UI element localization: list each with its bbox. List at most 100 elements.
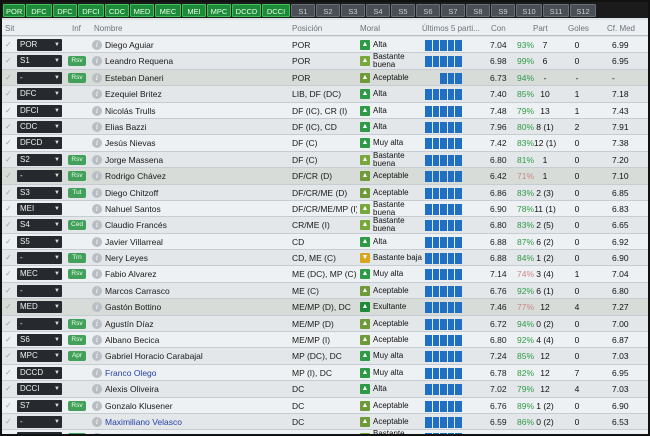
info-icon[interactable]: i xyxy=(92,121,102,132)
player-row[interactable]: ✓ POR ▼ i Diego Aguiar POR ▲ Alta 7.04 93% 7 0 6.99 xyxy=(2,37,648,54)
player-name[interactable]: Maximiliano Velasco xyxy=(105,416,183,427)
info-icon[interactable]: i xyxy=(92,302,102,313)
tab-s5[interactable]: S5 xyxy=(391,3,415,17)
select-checkbox-icon[interactable]: ✓ xyxy=(5,430,15,434)
info-icon[interactable]: i xyxy=(92,253,102,264)
player-row[interactable]: ✓ DCCD ▼ i Franco Olego MP (I), DC ▲ Muy alta 6.… xyxy=(2,364,648,382)
info-icon[interactable]: i xyxy=(92,138,102,149)
player-row[interactable]: ✓ - ▼ Rsv i Rodrigo Chávez DF/CR (D) ▲ Aceptable… xyxy=(2,168,648,185)
select-checkbox-icon[interactable]: ✓ xyxy=(5,236,12,246)
player-name[interactable]: Nicolás Trulls xyxy=(105,105,156,116)
player-row[interactable]: ✓ MPC ▼ Apr i Gabriel Horacio Carabajal MP (DC… xyxy=(2,348,648,365)
info-icon[interactable]: i xyxy=(92,56,102,67)
header-cfmed[interactable]: Cf. Med xyxy=(607,24,636,33)
tab-s1[interactable]: S1 xyxy=(291,3,315,17)
select-checkbox-icon[interactable]: ✓ xyxy=(5,89,12,99)
player-name[interactable]: Alexis Oliveira xyxy=(105,384,159,395)
player-name[interactable]: Elias Bazzi xyxy=(105,121,147,132)
info-icon[interactable]: i xyxy=(92,236,102,247)
select-checkbox-icon[interactable]: ✓ xyxy=(5,367,12,377)
info-icon[interactable]: i xyxy=(92,384,102,395)
tab-s8[interactable]: S8 xyxy=(466,3,490,17)
role-select[interactable]: -▼ xyxy=(17,432,62,434)
select-checkbox-icon[interactable]: ✓ xyxy=(5,56,12,66)
info-icon[interactable]: i xyxy=(92,105,102,116)
tab-cdc[interactable]: CDC xyxy=(105,3,129,17)
info-icon[interactable]: i xyxy=(92,416,102,427)
select-checkbox-icon[interactable]: ✓ xyxy=(5,384,12,394)
tab-med[interactable]: MED xyxy=(130,3,154,17)
tab-por[interactable]: POR xyxy=(3,3,25,17)
role-select[interactable]: -▼ xyxy=(17,415,62,428)
player-row[interactable]: ✓ - ▼ Rsv i Agustín Díaz ME/MP (D) ▲ Aceptable 6.… xyxy=(2,315,648,333)
select-checkbox-icon[interactable]: ✓ xyxy=(5,351,12,361)
player-name[interactable]: Ivo Hong xyxy=(105,430,285,434)
player-row[interactable]: ✓ S4 ▼ Ced i Claudio Francés CR/ME (I) ▲ Bastant… xyxy=(2,217,648,234)
select-checkbox-icon[interactable]: ✓ xyxy=(5,335,12,345)
select-checkbox-icon[interactable]: ✓ xyxy=(5,203,12,213)
tab-dcci[interactable]: DCCI xyxy=(262,3,290,17)
player-row[interactable]: ✓ S2 ▼ Rsv i Jorge Massena DF (C) ▲ Bastante bue… xyxy=(2,151,648,169)
player-name[interactable]: Fabio Alvarez xyxy=(105,269,157,280)
info-icon[interactable]: i xyxy=(92,400,102,411)
select-checkbox-icon[interactable]: ✓ xyxy=(5,105,12,115)
select-checkbox-icon[interactable]: ✓ xyxy=(5,187,12,197)
player-row[interactable]: ✓ DFC ▼ i Ezequiel Britez LIB, DF (DC) ▲ Alta 7.… xyxy=(2,86,648,103)
select-checkbox-icon[interactable]: ✓ xyxy=(5,121,12,131)
tab-dfc[interactable]: DFC xyxy=(53,3,77,17)
player-row[interactable]: ✓ DCCI ▼ i Alexis Oliveira DC ▲ Alta 7.02 79% 12 4 7… xyxy=(2,381,648,398)
player-name[interactable]: Gabriel Horacio Carabajal xyxy=(105,351,203,362)
role-select[interactable]: CDC ▼ xyxy=(17,120,62,133)
role-select[interactable]: -▼ xyxy=(17,71,62,84)
role-select[interactable]: S1 ▼ xyxy=(17,55,62,68)
role-select[interactable]: S2 ▼ xyxy=(17,153,62,166)
select-checkbox-icon[interactable]: ✓ xyxy=(5,220,12,230)
player-row[interactable]: ✓ MEI ▼ i Nahuel Santos DF/CR/ME/MP (I) ▲ Basta… xyxy=(2,200,648,218)
player-row[interactable]: ✓ S3 ▼ Tut i Diego Chitzoff DF/CR/ME (D) ▲ Acept… xyxy=(2,184,648,201)
tab-s4[interactable]: S4 xyxy=(366,3,390,17)
header-moral[interactable]: Moral xyxy=(360,24,381,33)
player-name[interactable]: Albano Becica xyxy=(105,335,160,346)
role-select[interactable]: DFCD ▼ xyxy=(17,137,62,150)
header-goles[interactable]: Goles xyxy=(568,24,589,33)
header-inf[interactable]: Inf xyxy=(72,24,81,33)
select-checkbox-icon[interactable]: ✓ xyxy=(5,285,12,295)
select-checkbox-icon[interactable]: ✓ xyxy=(5,154,12,164)
player-row[interactable]: ✓ - ▼ i Marcos Carrasco ME (C) ▲ Aceptable 6.76 9… xyxy=(2,282,648,300)
tab-s7[interactable]: S7 xyxy=(441,3,465,17)
role-select[interactable]: MEC ▼ xyxy=(17,268,62,281)
role-select[interactable]: MPC ▼ xyxy=(17,350,62,363)
player-name[interactable]: Nahuel Santos xyxy=(105,203,161,214)
info-icon[interactable]: i xyxy=(92,351,102,362)
info-icon[interactable]: i xyxy=(92,433,102,434)
role-select[interactable]: S4 ▼ xyxy=(17,219,62,232)
info-icon[interactable]: i xyxy=(92,89,102,100)
info-icon[interactable]: i xyxy=(92,171,102,182)
info-icon[interactable]: i xyxy=(92,367,102,378)
player-row[interactable]: ✓ CDC ▼ i Elias Bazzi DF (IC), CD ▲ Alta 7.96 80%… xyxy=(2,118,648,136)
info-icon[interactable]: i xyxy=(92,187,102,198)
player-row[interactable]: ✓ - ▼ i Maximiliano Velasco DC ▲ Aceptable 6.59 8… xyxy=(2,413,648,431)
player-row[interactable]: ✓ S7 ▼ Rsv i Gonzalo Klusener DC ▲ Aceptable 6.76… xyxy=(2,397,648,414)
player-row[interactable]: ✓ S6 ▼ Rsv i Albano Becica ME/MP (I) ▲ Aceptable… xyxy=(2,332,648,349)
header-con[interactable]: Con xyxy=(491,24,506,33)
tab-dccd[interactable]: DCCD xyxy=(232,3,261,17)
tab-dfci[interactable]: DFCI xyxy=(78,3,104,17)
role-select[interactable]: DFC ▼ xyxy=(17,88,62,101)
select-checkbox-icon[interactable]: ✓ xyxy=(5,318,12,328)
role-select[interactable]: DCCD ▼ xyxy=(17,366,62,379)
select-checkbox-icon[interactable]: ✓ xyxy=(5,171,12,181)
info-icon[interactable]: i xyxy=(92,269,102,280)
info-icon[interactable]: i xyxy=(92,40,102,50)
player-name[interactable]: Ezequiel Britez xyxy=(105,89,162,100)
player-row[interactable]: ✓ S5 ▼ i Javier Villarreal CD ▲ Alta 6.88 87% 6 (2… xyxy=(2,233,648,251)
role-select[interactable]: DFCI ▼ xyxy=(17,104,62,117)
select-checkbox-icon[interactable]: ✓ xyxy=(5,269,12,279)
player-row[interactable]: ✓-▼RsviIvo HongDC▲Bastante buena xyxy=(2,430,648,434)
header-ultimos[interactable]: Últimos 5 parti... xyxy=(422,24,480,33)
select-checkbox-icon[interactable]: ✓ xyxy=(5,302,12,312)
tab-dfc[interactable]: DFC xyxy=(26,3,52,17)
player-name[interactable]: Esteban Daneri xyxy=(105,72,164,83)
player-row[interactable]: ✓ MED ▼ i Gastón Bottino ME/MP (D), DC ▲ Exulta… xyxy=(2,299,648,316)
player-name[interactable]: Gonzalo Klusener xyxy=(105,400,173,411)
